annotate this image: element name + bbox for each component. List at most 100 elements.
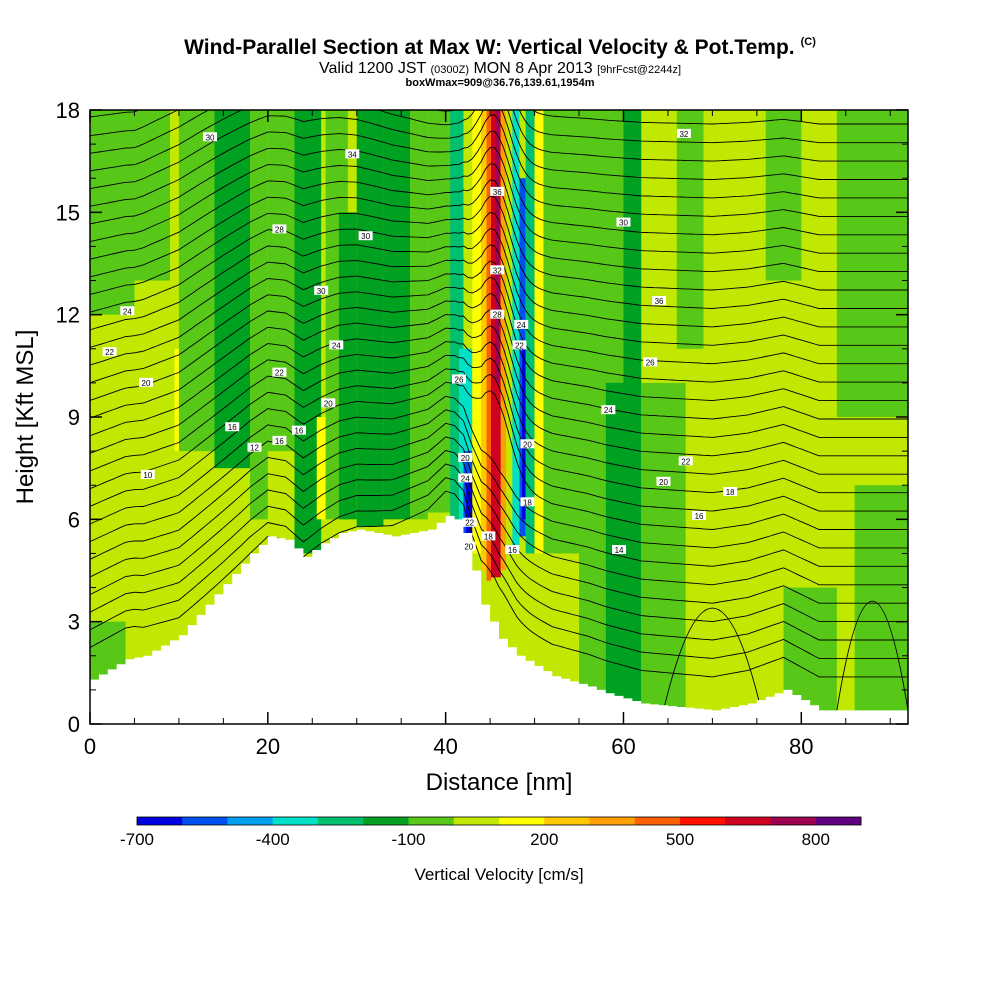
contour-label-text: 20 [523,440,532,449]
colorbar-tick-label: -400 [256,830,290,849]
contour-label: 22 [678,456,693,466]
contour-label: 36 [652,296,667,306]
contour-label: 18 [481,531,496,541]
contour-label: 34 [345,149,360,159]
contour-label: 28 [490,309,505,320]
contour-label-text: 26 [455,375,464,384]
velocity-strip [486,110,491,581]
velocity-strip [506,110,513,554]
contour-label-text: 16 [695,512,704,521]
contour-label-text: 16 [294,427,303,436]
theta-contour [90,130,908,236]
contour-label-box [314,285,329,295]
contour-label: 14 [612,545,627,555]
contour-label-text: 30 [361,232,370,241]
contour-label: 22 [512,340,527,350]
contour-label-text: 24 [517,321,526,330]
contour-label-text: 30 [317,287,326,296]
contour-label-text: 18 [484,532,493,541]
contour-label-box [120,306,135,316]
velocity-strip [836,110,908,417]
colorbar-swatch [815,817,862,825]
box-info: boxWmax=909@36.76,139.61,1954m [405,77,595,89]
contour-label-box [723,487,738,497]
contour-label: 30 [314,285,329,296]
contour-label-text: 12 [250,444,259,453]
contour-label-box [329,340,344,350]
contour-label: 16 [692,510,707,521]
contour-label-box [643,357,658,367]
velocity-strip [543,110,580,554]
contour-label-text: 24 [604,406,613,415]
contour-label: 20 [656,476,671,487]
contour-label-box [612,545,627,555]
contour-label-box [451,374,466,384]
theta-contour [90,244,908,365]
contour-label-text: 28 [493,311,502,320]
colorbar-tick-label: -700 [120,830,154,849]
velocity-strip [522,348,526,520]
velocity-strip [579,110,606,724]
velocity-strip [250,110,268,520]
theta-contour [90,292,908,420]
theta-contour [90,211,908,328]
colorbar-swatch [182,817,228,825]
contour-label-text: 32 [679,130,688,139]
colorbar-tick-label: 500 [666,830,694,849]
contour-label-box [203,132,218,142]
theta-contour [90,409,908,567]
contour-label-text: 14 [615,546,624,555]
y-tick-label: 0 [68,712,80,737]
velocity-strip [495,110,499,383]
contour-label-box [345,149,360,159]
colorbar-tick-label: 200 [530,830,558,849]
colorbar-swatch [453,817,500,825]
colorbar-swatch [363,817,409,825]
contour-label-box [139,377,154,387]
theta-contour [90,354,908,494]
terrain-mask [90,515,908,724]
contour-label-text: 24 [123,307,132,316]
contour-label-box [458,473,473,483]
colorbar-swatch [770,817,817,825]
colorbar-swatch [680,817,726,825]
velocity-strip [338,212,357,520]
velocity-strip [765,110,802,281]
contour-label-box [481,531,496,541]
contour-label: 16 [225,422,240,432]
theta-contour [90,341,908,475]
valid-utc: (0300Z) [430,64,469,76]
theta-contour [663,607,762,711]
theta-contour [90,0,908,68]
contour-label-text: 30 [206,133,215,142]
colorbar-swatch [725,817,771,825]
contour-label-box [505,545,520,555]
contour-label: 24 [514,319,529,330]
velocity-strip [854,485,908,724]
velocity-strip [512,110,520,554]
theta-contour [90,110,908,180]
contour-label: 30 [358,231,373,241]
y-tick-label: 15 [56,200,80,225]
contour-label-text: 22 [275,369,284,378]
contour-label-box [458,452,473,462]
x-tick-label: 40 [433,734,457,759]
contour-label-text: 34 [348,150,357,159]
contour-label: 22 [272,367,287,378]
contour-label: 22 [102,347,117,357]
colorbar-swatch [544,817,590,825]
theta-contour [90,110,908,144]
theta-contour [90,325,908,457]
contour-label-text: 22 [515,341,524,350]
contour-label-box [272,367,287,377]
colorbar-swatch [227,817,274,825]
contour-label-text: 22 [105,348,114,357]
y-tick-label: 3 [68,610,80,635]
colorbar-tick-label: -100 [391,830,425,849]
valid-date: MON 8 Apr 2013 [473,60,593,77]
contour-label-text: 20 [464,543,473,552]
contour-label-text: 24 [332,341,341,350]
contour-label-box [678,456,693,466]
